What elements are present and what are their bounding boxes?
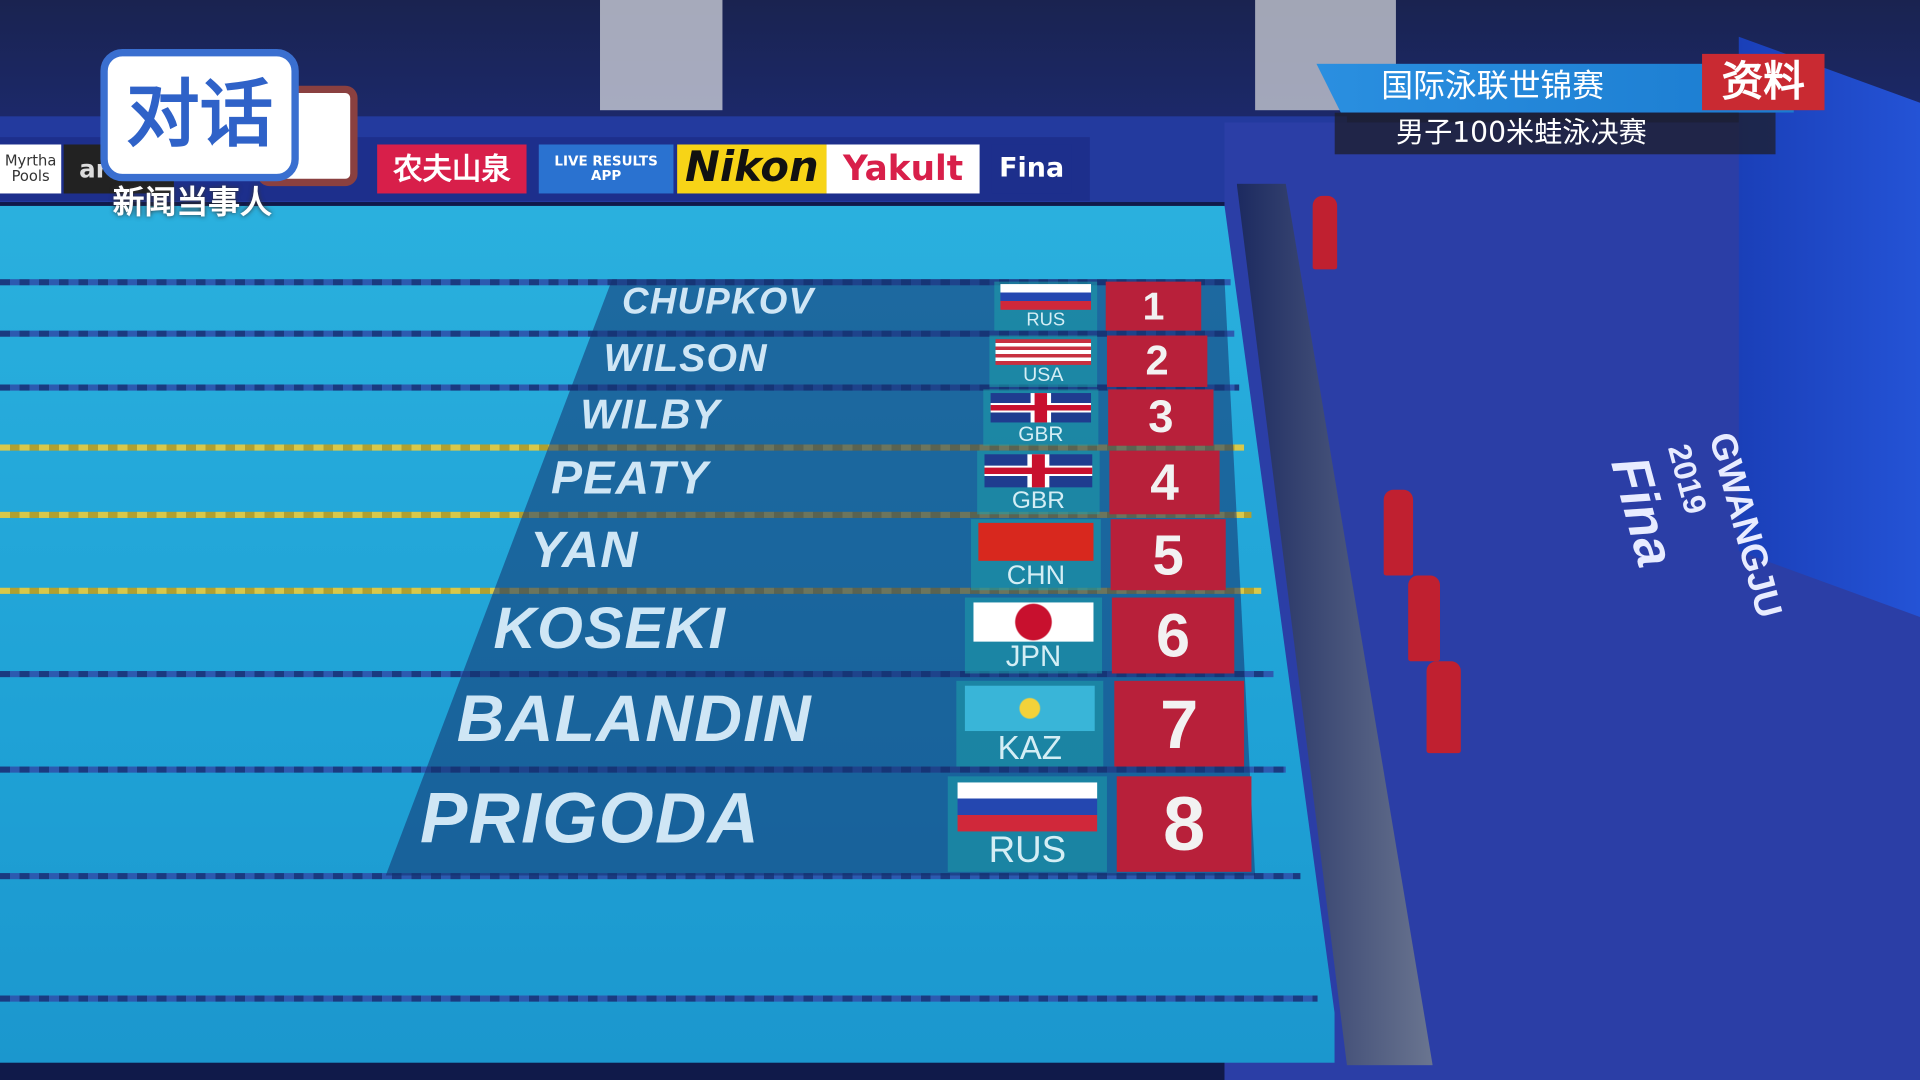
country-code: USA xyxy=(1023,365,1064,386)
event-title: 国际泳联世锦赛 xyxy=(1381,68,1605,106)
country-code: CHN xyxy=(1006,559,1066,591)
usa-flag-icon xyxy=(995,338,1091,366)
kazakhstan-flag-icon xyxy=(965,685,1095,731)
swimmer-name: BALANDIN xyxy=(456,682,812,756)
country-box: RUS xyxy=(947,776,1107,872)
lane-number: 4 xyxy=(1109,450,1220,515)
swimmer-name: WILBY xyxy=(580,391,721,439)
lane-rope xyxy=(0,873,1301,880)
country-code: JPN xyxy=(1005,640,1062,674)
country-code: GBR xyxy=(1018,422,1064,446)
ad-yakult: Yakult xyxy=(826,144,980,194)
official xyxy=(1408,575,1441,662)
russia-flag-icon xyxy=(1000,284,1091,311)
official xyxy=(1383,489,1414,576)
lane-number: 3 xyxy=(1108,389,1214,446)
official xyxy=(1312,195,1338,270)
swimmer-name: PRIGODA xyxy=(420,778,761,859)
ad-live-results: LIVE RESULTS APP xyxy=(538,144,674,194)
swimmer-name: WILSON xyxy=(603,335,768,380)
ad-nikon: Nikon xyxy=(677,144,827,194)
lane-number: 5 xyxy=(1110,519,1226,591)
uk-flag-icon xyxy=(990,392,1092,423)
swimmer-name: CHUPKOV xyxy=(622,281,815,323)
ad-myrtha: Myrtha Pools xyxy=(0,144,62,194)
lane-number: 6 xyxy=(1111,597,1235,674)
lane-rope xyxy=(0,995,1318,1002)
swimmer-name: YAN xyxy=(530,520,639,578)
lane-number: 1 xyxy=(1105,281,1202,331)
russia-flag-icon xyxy=(957,782,1098,832)
ad-fina: Fina xyxy=(991,144,1072,194)
subtitle-banner xyxy=(1334,112,1776,155)
official xyxy=(1426,661,1461,754)
lane-number: 2 xyxy=(1106,335,1208,387)
country-box: GBR xyxy=(983,389,1099,446)
japan-flag-icon xyxy=(973,602,1094,642)
country-box: KAZ xyxy=(956,680,1104,767)
archive-tag: 资料 xyxy=(1702,53,1825,111)
event-subtitle: 男子100米蛙泳决赛 xyxy=(1395,117,1647,150)
country-code: RUS xyxy=(988,830,1067,872)
country-code: GBR xyxy=(1011,487,1065,515)
lane-number: 7 xyxy=(1114,680,1245,767)
watermark-subtitle: 新闻当事人 xyxy=(112,184,272,222)
watermark-logo: 对话 xyxy=(100,48,299,182)
country-box: RUS xyxy=(994,281,1098,331)
glass-panel xyxy=(600,0,723,111)
china-flag-icon xyxy=(978,523,1094,561)
lane-number: 8 xyxy=(1116,776,1252,872)
uk-flag-icon xyxy=(984,454,1093,488)
country-box: USA xyxy=(989,335,1098,387)
country-box: JPN xyxy=(964,597,1103,674)
country-box: GBR xyxy=(977,450,1100,515)
swimmer-name: PEATY xyxy=(551,453,709,505)
country-code: KAZ xyxy=(997,729,1062,767)
ad-nongfu: 农夫山泉 xyxy=(377,144,527,194)
swimmer-name: KOSEKI xyxy=(493,596,727,662)
country-box: CHN xyxy=(971,519,1101,591)
country-code: RUS xyxy=(1026,310,1066,331)
